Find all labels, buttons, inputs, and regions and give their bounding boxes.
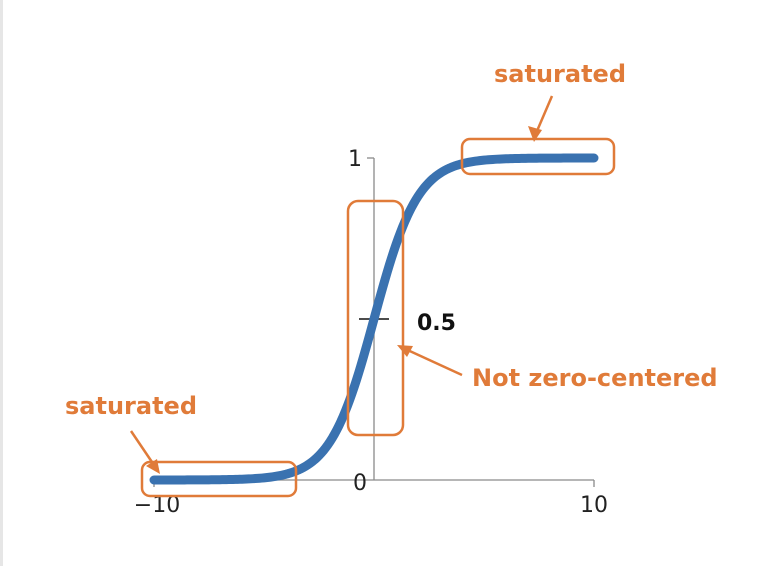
y-tick-label-top: 1 xyxy=(348,147,362,172)
data-point xyxy=(283,471,289,477)
data-point xyxy=(547,155,553,161)
data-point xyxy=(349,390,355,396)
data-point xyxy=(437,170,443,176)
arrow-not-zero-centered xyxy=(400,345,463,377)
data-point xyxy=(327,439,333,445)
saturated-box-bottom xyxy=(140,460,298,498)
sigmoid-curve xyxy=(149,153,599,485)
data-point xyxy=(195,477,201,483)
data-point xyxy=(591,155,597,161)
saturated-box-top xyxy=(460,137,616,176)
data-point xyxy=(503,156,509,162)
arrow-head-saturated-top xyxy=(528,126,542,142)
saturated-label-top: saturated xyxy=(494,60,626,88)
data-point xyxy=(393,242,399,248)
x-tick-label-right: 10 xyxy=(580,493,608,518)
midpoint-label: 0.5 xyxy=(417,311,456,336)
data-point xyxy=(239,476,245,482)
data-point xyxy=(371,316,377,322)
data-point xyxy=(305,462,311,468)
not-zero-centered-box xyxy=(346,199,405,437)
not-zero-centered-label: Not zero-centered xyxy=(472,364,718,392)
saturated-label-bottom: saturated xyxy=(65,392,197,420)
data-point xyxy=(151,477,157,483)
arrow-head-saturated-bottom xyxy=(146,459,160,474)
arrow-saturated-bottom xyxy=(129,430,158,469)
y-tick-label-bottom: 0 xyxy=(353,471,367,496)
left-border xyxy=(0,0,3,566)
data-point xyxy=(415,193,421,199)
arrow-head-not-zero-centered xyxy=(397,345,413,357)
